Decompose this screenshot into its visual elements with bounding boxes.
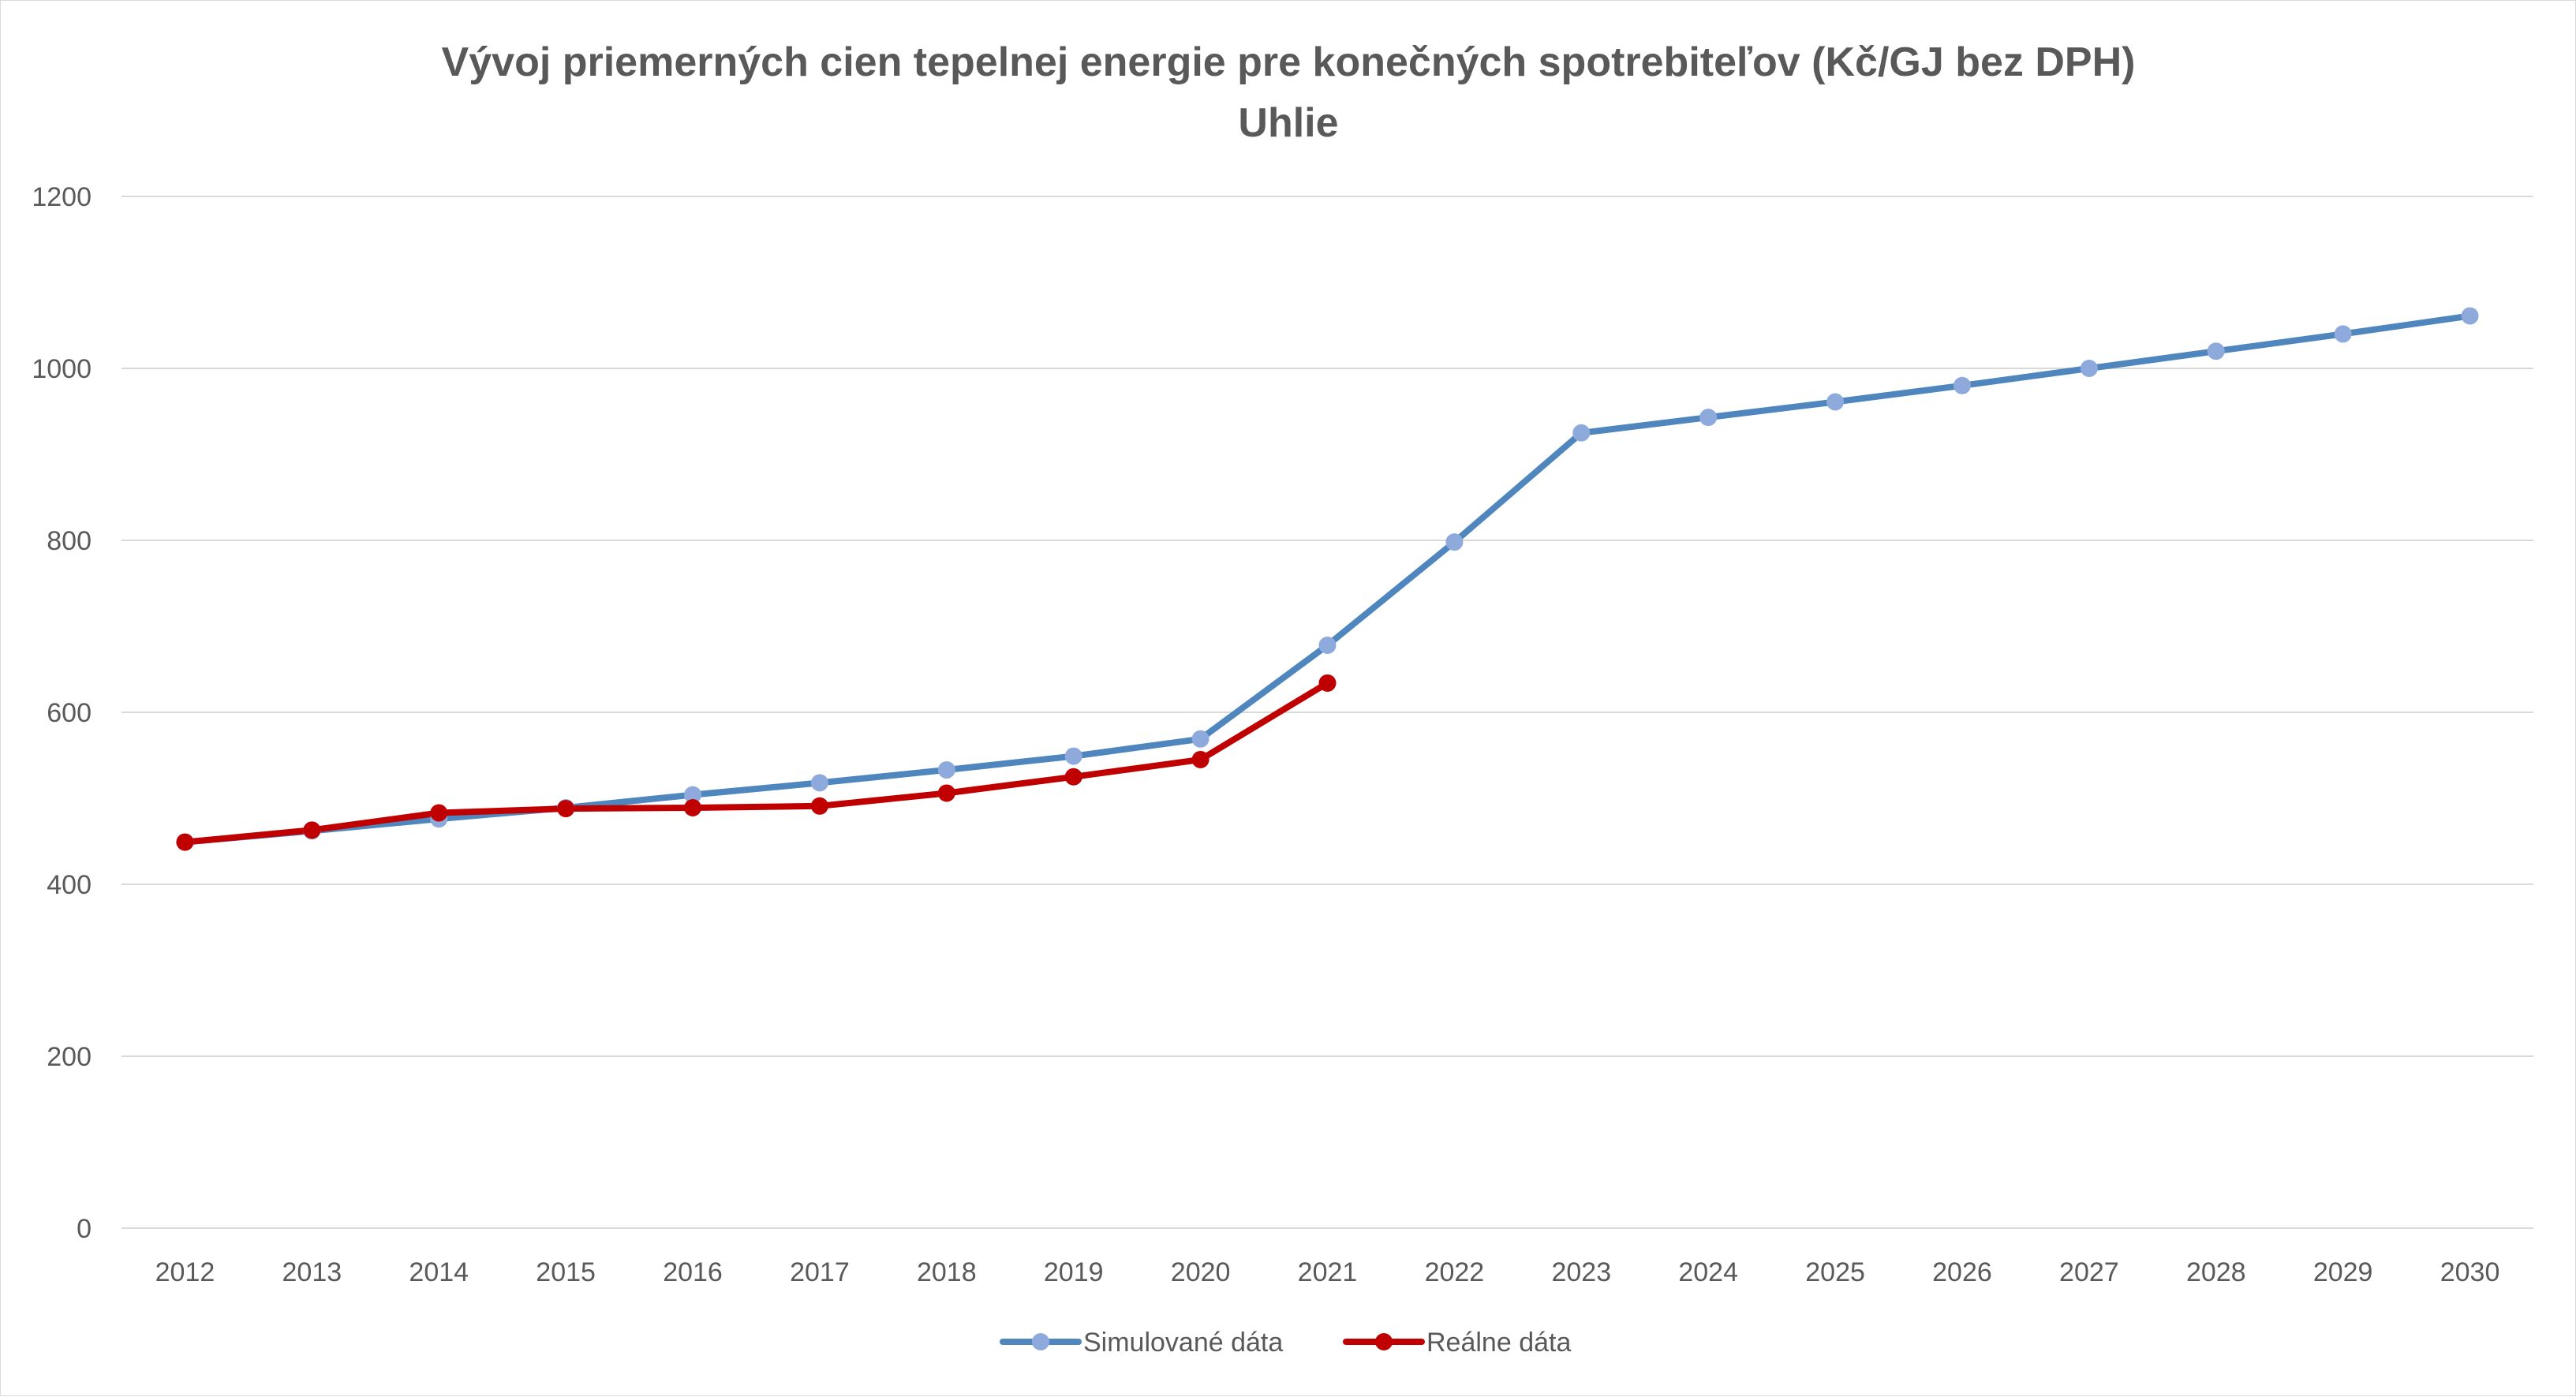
- data-point: [684, 798, 702, 816]
- x-tick-label: 2020: [1171, 1257, 1231, 1287]
- x-tick-label: 2027: [2059, 1257, 2119, 1287]
- data-point: [1826, 393, 1845, 411]
- x-tick-label: 2030: [2440, 1257, 2500, 1287]
- legend-marker-1: [1375, 1333, 1393, 1350]
- y-axis-ticks: 0 200 400 600 800 1000 1200: [32, 182, 92, 1244]
- data-point: [1318, 674, 1337, 692]
- x-tick-label: 2022: [1425, 1257, 1485, 1287]
- y-tick-label: 400: [47, 870, 92, 900]
- x-axis-ticks: 2012 2013 2014 2015 2016 2017 2018 2019 2020 2021…: [155, 1257, 2500, 1287]
- x-tick-label: 2016: [663, 1257, 723, 1287]
- data-point: [1953, 376, 1971, 394]
- data-point: [1064, 747, 1082, 765]
- x-tick-label: 2021: [1298, 1257, 1358, 1287]
- y-tick-label: 1000: [32, 354, 92, 384]
- x-tick-label: 2023: [1551, 1257, 1611, 1287]
- data-point: [2207, 342, 2225, 360]
- series-lines: [181, 312, 2473, 846]
- series-line-0: [181, 312, 2473, 846]
- x-tick-label: 2019: [1044, 1257, 1104, 1287]
- legend-label-1: Reálne dáta: [1426, 1328, 1571, 1358]
- legend: Simulované dáta Reálne dáta: [1000, 1328, 1571, 1358]
- data-point: [1318, 636, 1337, 654]
- x-tick-label: 2026: [1932, 1257, 1992, 1287]
- data-point: [2461, 307, 2479, 325]
- data-point: [2080, 360, 2098, 377]
- y-tick-label: 800: [47, 526, 92, 556]
- data-point: [1191, 750, 1209, 768]
- y-tick-label: 0: [77, 1214, 92, 1244]
- series-line-1: [181, 679, 1331, 846]
- gridlines: [122, 196, 2533, 1229]
- y-tick-label: 600: [47, 698, 92, 728]
- chart-subtitle: Uhlie: [1238, 100, 1338, 146]
- data-point: [176, 833, 194, 851]
- data-point: [1191, 730, 1209, 748]
- x-tick-label: 2029: [2313, 1257, 2373, 1287]
- x-tick-label: 2017: [790, 1257, 850, 1287]
- legend-marker-0: [1032, 1333, 1049, 1350]
- legend-label-0: Simulované dáta: [1083, 1328, 1283, 1358]
- x-tick-label: 2018: [917, 1257, 977, 1287]
- data-point: [1445, 533, 1464, 551]
- data-point: [937, 761, 955, 779]
- x-tick-label: 2014: [409, 1257, 469, 1287]
- y-tick-label: 1200: [32, 182, 92, 212]
- x-tick-label: 2012: [155, 1257, 215, 1287]
- chart-title: Vývoj priemerných cien tepelnej energie …: [442, 39, 2136, 85]
- data-point: [810, 774, 828, 792]
- data-point: [303, 821, 321, 839]
- x-tick-label: 2025: [1805, 1257, 1865, 1287]
- data-point: [1064, 768, 1082, 786]
- data-point: [684, 786, 702, 804]
- x-tick-label: 2024: [1678, 1257, 1738, 1287]
- data-point: [2334, 325, 2352, 343]
- series-markers: [176, 307, 2479, 851]
- data-point: [810, 797, 828, 815]
- data-point: [430, 804, 448, 822]
- data-point: [1699, 409, 1718, 427]
- y-tick-label: 200: [47, 1042, 92, 1072]
- data-point: [937, 784, 955, 802]
- x-tick-label: 2028: [2186, 1257, 2246, 1287]
- data-point: [557, 800, 575, 818]
- x-tick-label: 2015: [536, 1257, 596, 1287]
- data-point: [1572, 424, 1591, 442]
- x-tick-label: 2013: [282, 1257, 342, 1287]
